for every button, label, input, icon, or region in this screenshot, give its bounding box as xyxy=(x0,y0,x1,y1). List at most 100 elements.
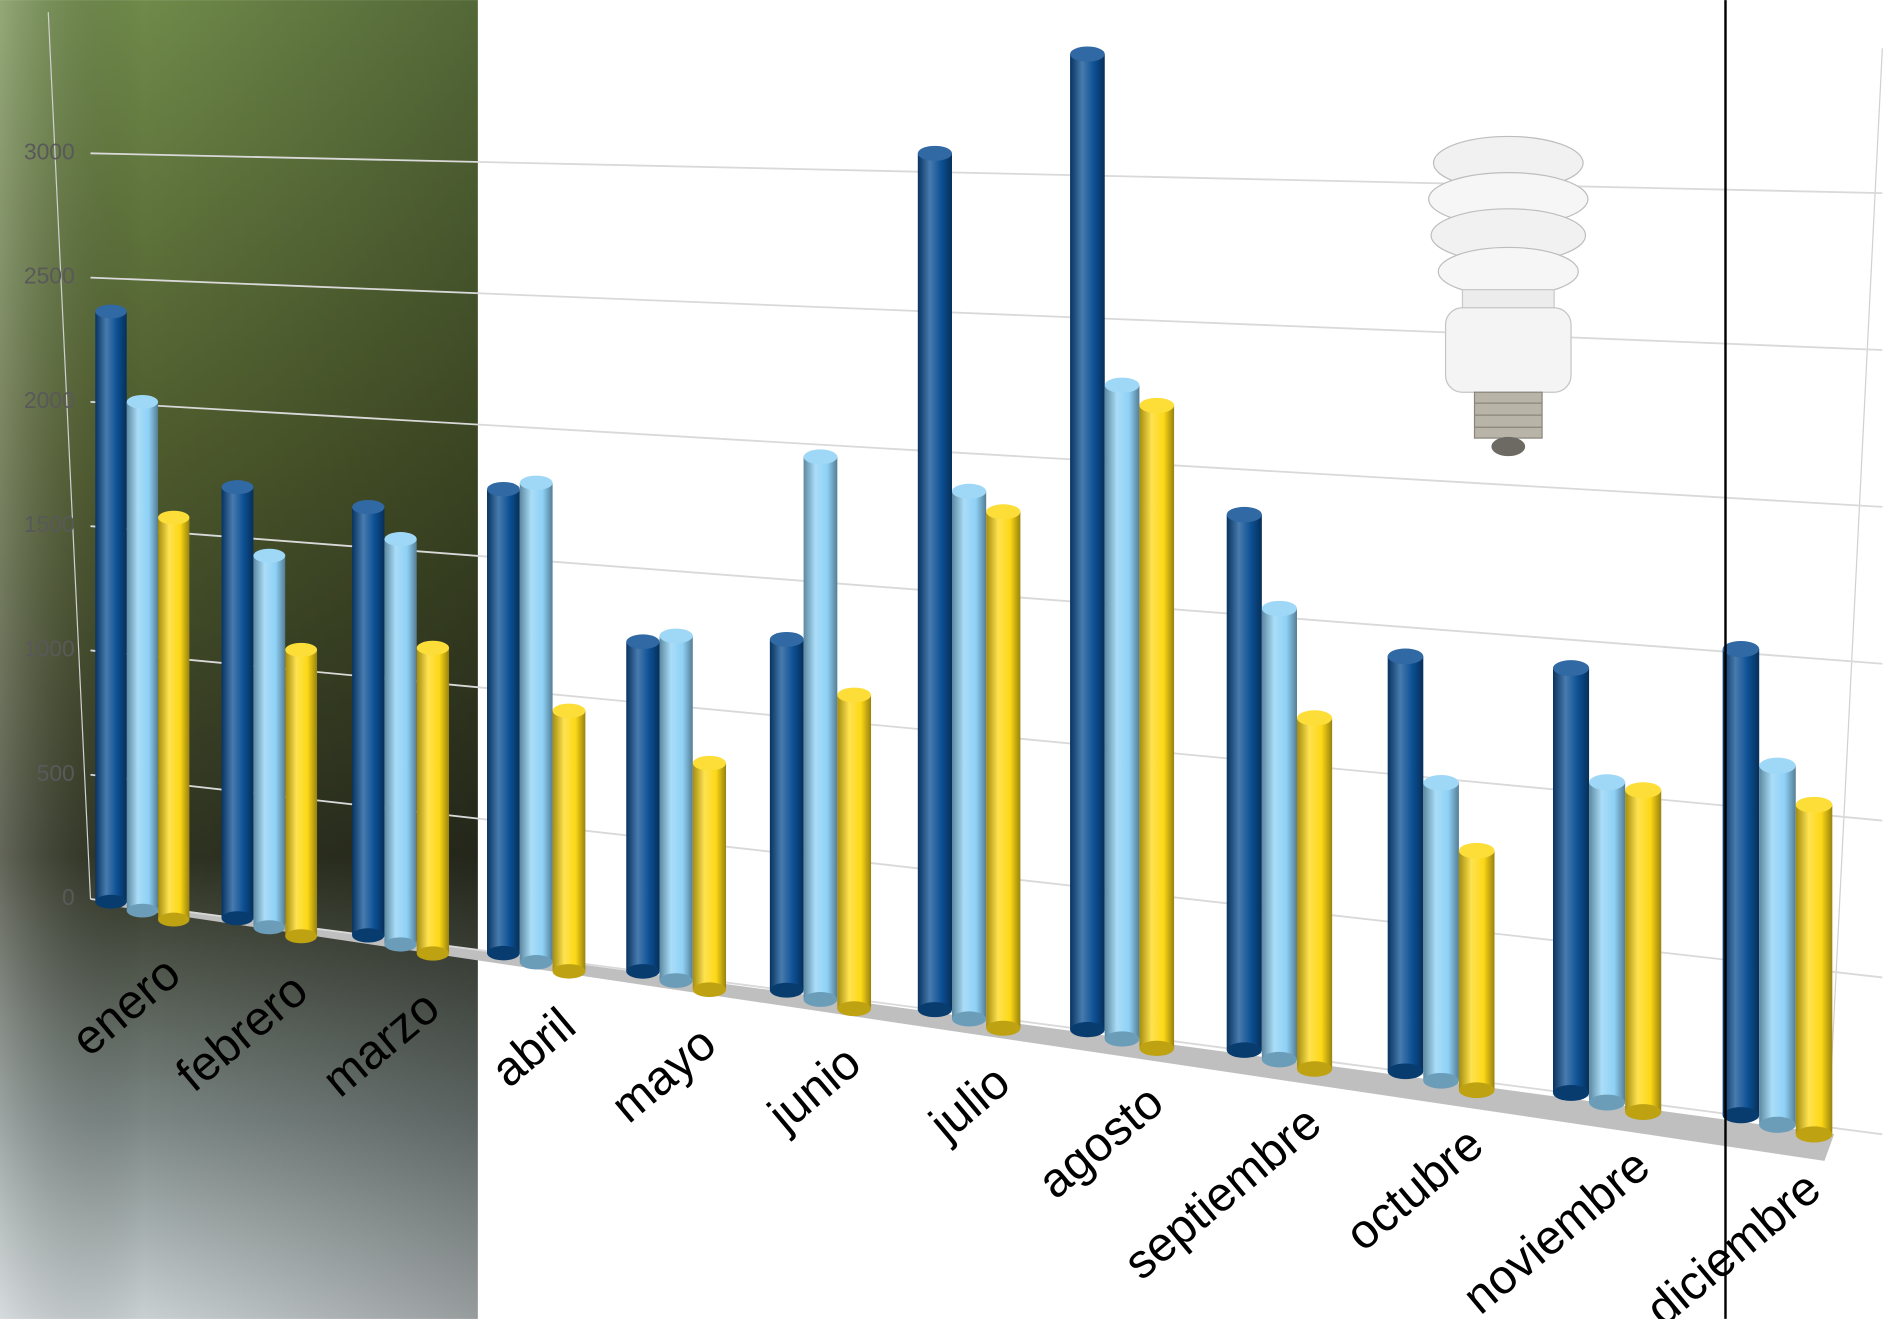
cylinder-top xyxy=(158,510,190,525)
cylinder-body xyxy=(917,153,952,1010)
cylinder-bottom xyxy=(158,912,190,927)
cylinder-body xyxy=(769,639,804,991)
cylinder-top xyxy=(951,483,987,499)
cylinder-body xyxy=(1625,790,1662,1113)
cylinder-body xyxy=(1589,782,1626,1103)
cylinder-bottom xyxy=(416,946,450,961)
cylinder-bar xyxy=(1261,600,1297,1068)
y-tick-label: 1000 xyxy=(24,635,75,661)
cylinder-bar xyxy=(769,631,804,998)
cylinder-body xyxy=(1070,54,1105,1030)
grid-line xyxy=(90,400,1883,508)
cylinder-bottom xyxy=(1625,1104,1662,1121)
cylinder-top xyxy=(1226,506,1262,523)
cylinder-top xyxy=(1104,377,1140,393)
cylinder-body xyxy=(951,491,987,1019)
cylinder-bottom xyxy=(1226,1042,1262,1058)
cylinder-top xyxy=(1423,775,1459,791)
cylinder-top xyxy=(1070,46,1105,62)
cylinder-bottom xyxy=(1423,1072,1459,1089)
cylinder-top xyxy=(769,631,804,647)
x-tick-label: junio xyxy=(757,1035,871,1143)
cylinder-bar xyxy=(1589,774,1626,1111)
cylinder-bottom xyxy=(384,937,417,952)
cylinder-body xyxy=(626,641,660,972)
x-tick-label: diciembre xyxy=(1636,1161,1831,1319)
cylinder-bottom xyxy=(769,982,804,998)
cylinder-bar xyxy=(803,449,838,1007)
cylinder-bar xyxy=(1296,710,1333,1077)
cylinder-top xyxy=(384,532,417,547)
cylinder-bottom xyxy=(1104,1031,1140,1047)
cylinder-top xyxy=(1759,757,1796,774)
y-tick-label: 2000 xyxy=(24,387,75,413)
cylinder-body xyxy=(1759,765,1796,1125)
cylinder-top xyxy=(416,640,450,655)
cylinder-bottom xyxy=(692,982,727,998)
cylinder-bar xyxy=(487,481,520,961)
cylinder-bar xyxy=(126,394,159,918)
cylinder-bar xyxy=(1226,506,1262,1058)
cylinder-top xyxy=(221,480,254,495)
cylinder-bar xyxy=(837,687,872,1017)
cylinder-bottom xyxy=(626,964,660,979)
cylinder-top xyxy=(285,642,318,657)
cylinder-top xyxy=(487,481,520,497)
cylinder-bottom xyxy=(285,929,318,944)
cylinder-top xyxy=(1458,842,1495,859)
cylinder-top xyxy=(692,755,727,771)
cylinder-body xyxy=(221,487,254,919)
cylinder-body xyxy=(95,311,127,902)
cylinder-bar xyxy=(352,500,385,943)
cylinder-body xyxy=(552,710,586,972)
cylinder-top xyxy=(1139,397,1175,414)
cylinder-bar xyxy=(1722,641,1760,1124)
cylinder-body xyxy=(253,555,286,928)
cylinder-body xyxy=(1261,608,1297,1060)
cylinder-top xyxy=(1625,782,1662,799)
cylinder-bar xyxy=(158,510,190,927)
cylinder-body xyxy=(384,539,417,945)
cylinder-body xyxy=(692,763,727,990)
cylinder-bar xyxy=(1387,648,1424,1080)
cylinder-bottom xyxy=(1552,1085,1590,1101)
cylinder-body xyxy=(1387,656,1424,1072)
cylinder-top xyxy=(803,449,838,465)
cylinder-body xyxy=(837,695,872,1009)
cylinder-top xyxy=(1261,600,1297,617)
cylinder-body xyxy=(1296,718,1333,1070)
cylinder-bottom xyxy=(1070,1021,1105,1038)
right-wall-edge xyxy=(1827,48,1883,1135)
cylinder-top xyxy=(1795,796,1833,813)
cylinder-body xyxy=(352,507,385,936)
cylinder-top xyxy=(519,475,553,491)
cylinder-bar xyxy=(1070,46,1105,1038)
cylinder-top xyxy=(917,145,952,161)
cylinder-body xyxy=(1552,668,1590,1093)
cylinder-body xyxy=(1458,850,1495,1091)
cylinder-body xyxy=(659,635,693,981)
cylinder-bar xyxy=(384,532,417,952)
cylinder-top xyxy=(126,394,159,409)
cylinder-bottom xyxy=(1261,1051,1297,1068)
cylinder-bar xyxy=(221,480,254,926)
cylinder-bar xyxy=(692,755,727,998)
cylinder-bottom xyxy=(803,992,838,1007)
cylinder-bottom xyxy=(1722,1107,1760,1124)
y-tick-label: 3000 xyxy=(24,138,75,164)
cylinder-bar xyxy=(285,642,318,944)
cylinder-bar xyxy=(1423,775,1459,1089)
cylinder-bottom xyxy=(1458,1082,1495,1099)
cylinder-body xyxy=(986,511,1021,1029)
x-tick-label: octubre xyxy=(1335,1117,1493,1262)
cylinder-bottom xyxy=(253,920,286,935)
cylinder-body xyxy=(416,647,450,954)
cylinder-top xyxy=(1296,710,1333,726)
cylinder-bottom xyxy=(917,1002,952,1018)
cylinder-bottom xyxy=(519,955,553,970)
cylinder-top xyxy=(95,304,127,319)
cylinder-bar xyxy=(519,475,553,970)
y-tick-label: 0 xyxy=(62,884,75,910)
cylinder-top xyxy=(352,500,385,515)
cylinder-bottom xyxy=(986,1020,1021,1036)
